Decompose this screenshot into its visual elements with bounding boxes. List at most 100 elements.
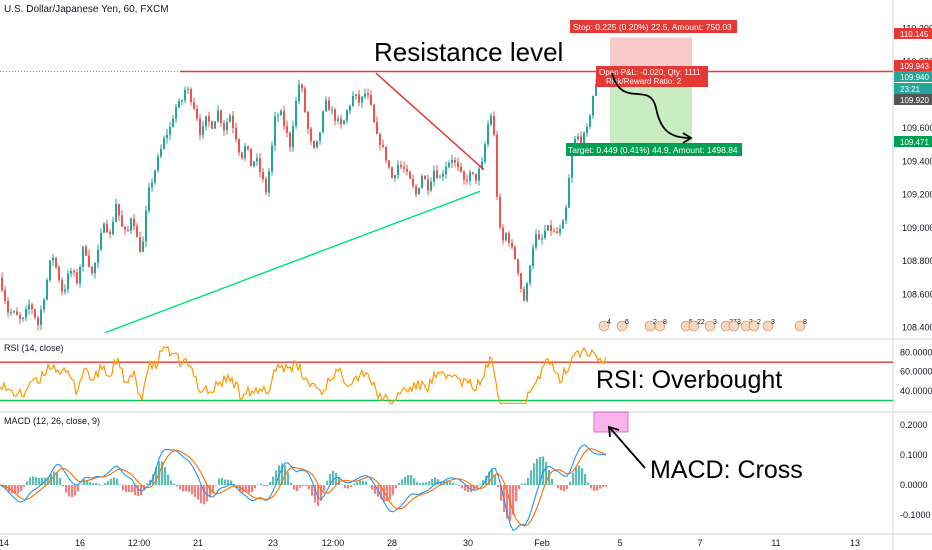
- candle-body: [355, 94, 357, 96]
- macd-histogram-bar: [188, 485, 191, 493]
- candle-body: [460, 167, 462, 172]
- candle-body: [352, 95, 354, 106]
- macd-histogram-bar: [437, 479, 440, 485]
- candle-body: [55, 257, 57, 268]
- candle-body: [229, 115, 231, 123]
- macd-histogram-bar: [593, 485, 596, 491]
- event-badge[interactable]: [688, 320, 700, 332]
- price-tag-label: 23:21: [900, 85, 921, 94]
- candle-body: [52, 257, 54, 261]
- candle-body: [571, 151, 573, 179]
- candle-body: [556, 231, 558, 233]
- candle-body: [403, 167, 405, 169]
- trendlines-group: [0, 70, 893, 334]
- candle-body: [409, 171, 411, 179]
- macd-histogram-bar: [494, 474, 497, 485]
- candle-body: [466, 179, 468, 181]
- event-badge[interactable]: [704, 320, 716, 332]
- macd-histogram-bar: [230, 480, 233, 485]
- event-badge[interactable]: [794, 320, 806, 332]
- price-tag: [894, 60, 932, 71]
- event-badge[interactable]: [762, 320, 774, 332]
- macd-histogram-bar: [152, 474, 155, 485]
- macd-histogram-bar: [299, 485, 302, 488]
- macd-histogram-bar: [218, 478, 221, 485]
- macd-histogram-bar: [338, 477, 341, 485]
- candle-body: [109, 232, 111, 235]
- candle-body: [457, 162, 459, 168]
- macd-histogram-bar: [401, 479, 404, 485]
- candle-body: [385, 146, 387, 161]
- event-badge[interactable]: [748, 320, 760, 332]
- event-badge[interactable]: [598, 320, 610, 332]
- candle-body: [163, 137, 165, 149]
- candle-body: [445, 166, 447, 175]
- candle-body: [331, 109, 333, 111]
- macd-histogram-bar: [590, 485, 593, 489]
- time-axis-tick: 16: [75, 538, 85, 548]
- candle-body: [43, 299, 45, 310]
- macd-histogram-bar: [287, 472, 290, 485]
- candle-body: [382, 144, 384, 147]
- macd-axis-tick: 0.1000: [900, 450, 928, 460]
- price-axis-tick: 108.400: [902, 323, 932, 333]
- candle-body: [442, 174, 444, 177]
- macd-histogram-bar: [77, 485, 80, 492]
- candle-body: [436, 170, 438, 178]
- macd-histogram-bar: [428, 481, 431, 485]
- macd-histogram-bar: [110, 478, 113, 485]
- event-badge[interactable]: [728, 320, 740, 332]
- macd-histogram-bar: [35, 477, 38, 485]
- candle-body: [214, 121, 216, 129]
- candle-body: [505, 233, 507, 241]
- candle-body: [295, 101, 297, 127]
- candle-body: [406, 168, 408, 172]
- macd-histogram-bar: [74, 485, 77, 496]
- macd-histogram-bar: [176, 485, 179, 487]
- candle-body: [493, 115, 495, 135]
- candle-body: [358, 94, 360, 103]
- candle-body: [535, 234, 537, 248]
- candle-body: [520, 273, 522, 289]
- macd-histogram-bar: [350, 485, 353, 487]
- candle-body: [91, 266, 93, 274]
- candle-body: [250, 148, 252, 167]
- candle-body: [364, 93, 366, 97]
- candle-body: [424, 175, 426, 180]
- macd-histogram-bar: [452, 482, 455, 485]
- event-badge-count: 3: [737, 319, 741, 326]
- time-axis-tick: 5: [617, 538, 622, 548]
- macd-histogram-bar: [512, 485, 515, 515]
- event-badge[interactable]: [616, 320, 628, 332]
- macd-histogram-bar: [140, 485, 143, 495]
- candle-body: [19, 315, 21, 319]
- macd-histogram-bar: [464, 485, 467, 491]
- candle-body: [463, 171, 465, 180]
- candle-body: [565, 207, 567, 221]
- macd-histogram-bar: [500, 485, 503, 501]
- projection-arrow-head: [682, 132, 693, 144]
- candle-body: [394, 175, 396, 179]
- candle-body: [73, 271, 75, 273]
- macd-histogram-bar: [497, 485, 500, 488]
- candle-body: [112, 221, 114, 235]
- candle-body: [373, 104, 375, 123]
- candle-body: [367, 93, 369, 96]
- candle-body: [568, 178, 570, 208]
- event-badge[interactable]: [654, 320, 666, 332]
- candle-body: [454, 160, 456, 163]
- candle-body: [166, 134, 168, 138]
- macd-histogram-bar: [386, 485, 389, 502]
- candle-body: [292, 126, 294, 148]
- rsi-axis-tick: 40.0000: [900, 386, 932, 396]
- macd-histogram-bar: [134, 485, 137, 496]
- macd-histogram-bar: [410, 475, 413, 485]
- candle-body: [298, 84, 300, 102]
- macd-callout-arrow-head: [607, 425, 620, 438]
- macd-histogram-bar: [530, 470, 533, 485]
- macd-histogram-bar: [440, 481, 443, 485]
- candle-body: [22, 317, 24, 319]
- macd-title: MACD (12, 26, close, 9): [4, 416, 100, 426]
- candle-body: [64, 289, 66, 292]
- macd-histogram-bar: [32, 476, 35, 485]
